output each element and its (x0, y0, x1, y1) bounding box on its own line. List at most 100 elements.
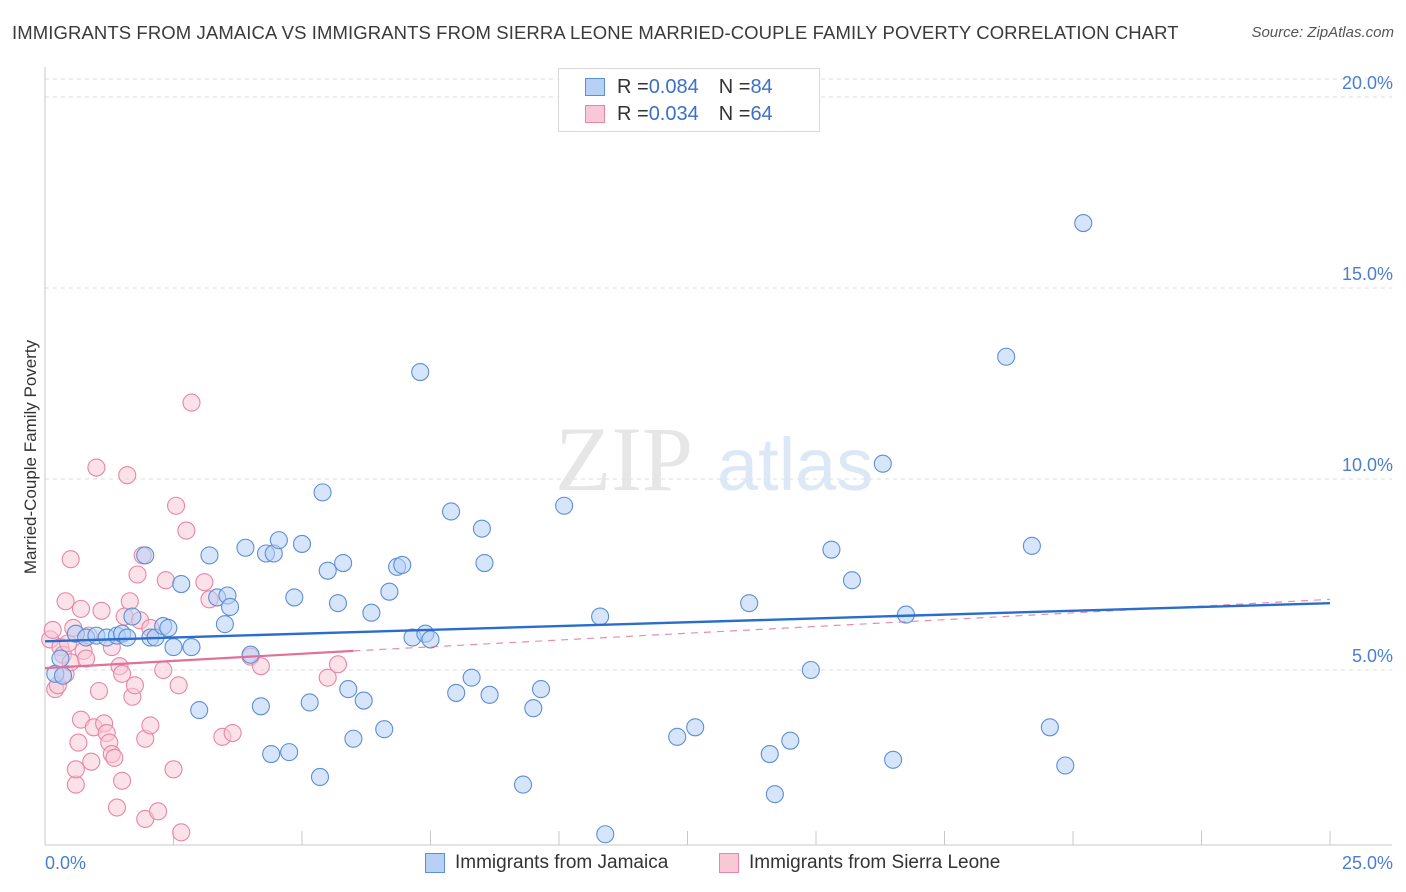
sierra-leone-point (125, 676, 144, 695)
sierra-leone-trend-line (44, 649, 354, 670)
jamaica-point (300, 693, 319, 712)
jamaica-point (596, 825, 615, 844)
jamaica-point (328, 594, 348, 613)
sierra-leone-point (154, 660, 173, 680)
sierra-leone-point (223, 723, 242, 743)
jamaica-point (362, 603, 381, 622)
jamaica-point (884, 750, 903, 769)
sierra-leone-point (164, 760, 183, 779)
sierra-leone-point (149, 802, 168, 821)
sierra-leone-point (195, 573, 214, 592)
jamaica-point (668, 727, 687, 746)
jamaica-point (765, 785, 784, 804)
jamaica-point (1022, 536, 1041, 555)
series-jamaica (46, 214, 1093, 844)
jamaica-point (190, 701, 209, 720)
sierra-leone-point (118, 466, 137, 485)
jamaica-point (421, 630, 440, 649)
jamaica-point (344, 729, 363, 748)
jamaica-point (136, 546, 155, 565)
watermark: ZIP atlas (555, 408, 873, 510)
sierra-leone-point (56, 592, 75, 611)
jamaica-point (822, 540, 841, 559)
sierra-leone-point (169, 676, 188, 695)
jamaica-point (220, 597, 240, 617)
jamaica-point (334, 553, 353, 573)
bottom-legend-jamaica: Immigrants from Jamaica (425, 852, 668, 874)
jamaica-point (842, 571, 862, 590)
sierra-leone-point (182, 393, 201, 412)
sierra-leone-point (156, 571, 175, 590)
sierra-leone-point (105, 748, 124, 767)
chart-title: IMMIGRANTS FROM JAMAICA VS IMMIGRANTS FR… (12, 22, 1179, 43)
sierra-leone-point (82, 752, 101, 771)
jamaica-point (873, 454, 892, 473)
jamaica-point (280, 743, 299, 762)
sierra-leone-point (77, 649, 96, 668)
jamaica-point (251, 697, 270, 716)
x-tick-label: 0.0% (45, 853, 86, 873)
jamaica-point (375, 720, 394, 739)
sierra-leone-point (89, 681, 109, 701)
legend-r-value: 0.034 (648, 102, 699, 125)
legend-n-value: 84 (750, 75, 773, 98)
jamaica-point (236, 538, 255, 557)
jamaica-point (524, 699, 543, 718)
sierra-leone-point (66, 760, 85, 779)
jamaica-point (262, 744, 281, 764)
sierra-leone-point (113, 664, 132, 683)
jamaica-point (531, 680, 551, 699)
trend-lines (44, 598, 1331, 670)
y-tick-label: 15.0% (1342, 264, 1393, 284)
jamaica-point (164, 638, 183, 657)
sierra-leone-point (66, 775, 85, 794)
sierra-leone-point (61, 550, 80, 569)
sierra-leone-point (141, 716, 160, 735)
legend-r-label: R = (617, 102, 649, 125)
legend-r-label: R = (617, 75, 649, 98)
jamaica-point (393, 555, 412, 575)
watermark-atlas: atlas (717, 423, 873, 506)
jamaica-point (1040, 718, 1059, 737)
sierra-leone-point (113, 771, 132, 790)
legend-row-jamaica: R = 0.084 N = 84 (585, 75, 773, 99)
jamaica-point (313, 483, 332, 502)
series-sierra-leone (41, 393, 348, 842)
jamaica-point (555, 496, 574, 515)
jamaica-trend-line (44, 601, 1331, 643)
jamaica-point (462, 668, 481, 687)
jamaica-point (447, 683, 466, 702)
bottom-legend-label-jamaica: Immigrants from Jamaica (455, 852, 669, 873)
jamaica-point (123, 607, 142, 626)
jamaica-point (318, 561, 337, 580)
y-tick-label: 5.0% (1352, 646, 1393, 666)
jamaica-point (182, 638, 201, 657)
jamaica-point (591, 607, 610, 626)
jamaica-point (411, 362, 430, 382)
jamaica-point (513, 775, 533, 794)
jamaica-point (269, 531, 288, 550)
sierra-leone-point (318, 668, 337, 687)
legend-swatch-sierra-leone (585, 105, 605, 123)
sierra-leone-point (177, 521, 196, 540)
jamaica-point (215, 615, 234, 634)
legend-r-value: 0.084 (648, 75, 699, 98)
sierra-leone-point (251, 657, 270, 676)
sierra-leone-point (107, 798, 127, 817)
jamaica-point (997, 347, 1016, 366)
jamaica-point (472, 519, 491, 538)
jamaica-point (285, 588, 304, 607)
jamaica-point (200, 546, 219, 565)
jamaica-point (781, 731, 800, 750)
sierra-leone-point (87, 458, 106, 477)
bottom-legend-label-sierra-leone: Immigrants from Sierra Leone (749, 852, 1001, 873)
y-tick-label: 10.0% (1342, 455, 1393, 475)
jamaica-point (475, 553, 494, 573)
sierra-leone-point (167, 496, 186, 515)
axes (44, 67, 1392, 846)
y-axis-label: Married-Couple Family Poverty (21, 339, 40, 574)
bottom-legend-swatch-jamaica (425, 853, 445, 873)
watermark-zip: ZIP (555, 408, 693, 510)
sierra-leone-point (43, 620, 62, 639)
